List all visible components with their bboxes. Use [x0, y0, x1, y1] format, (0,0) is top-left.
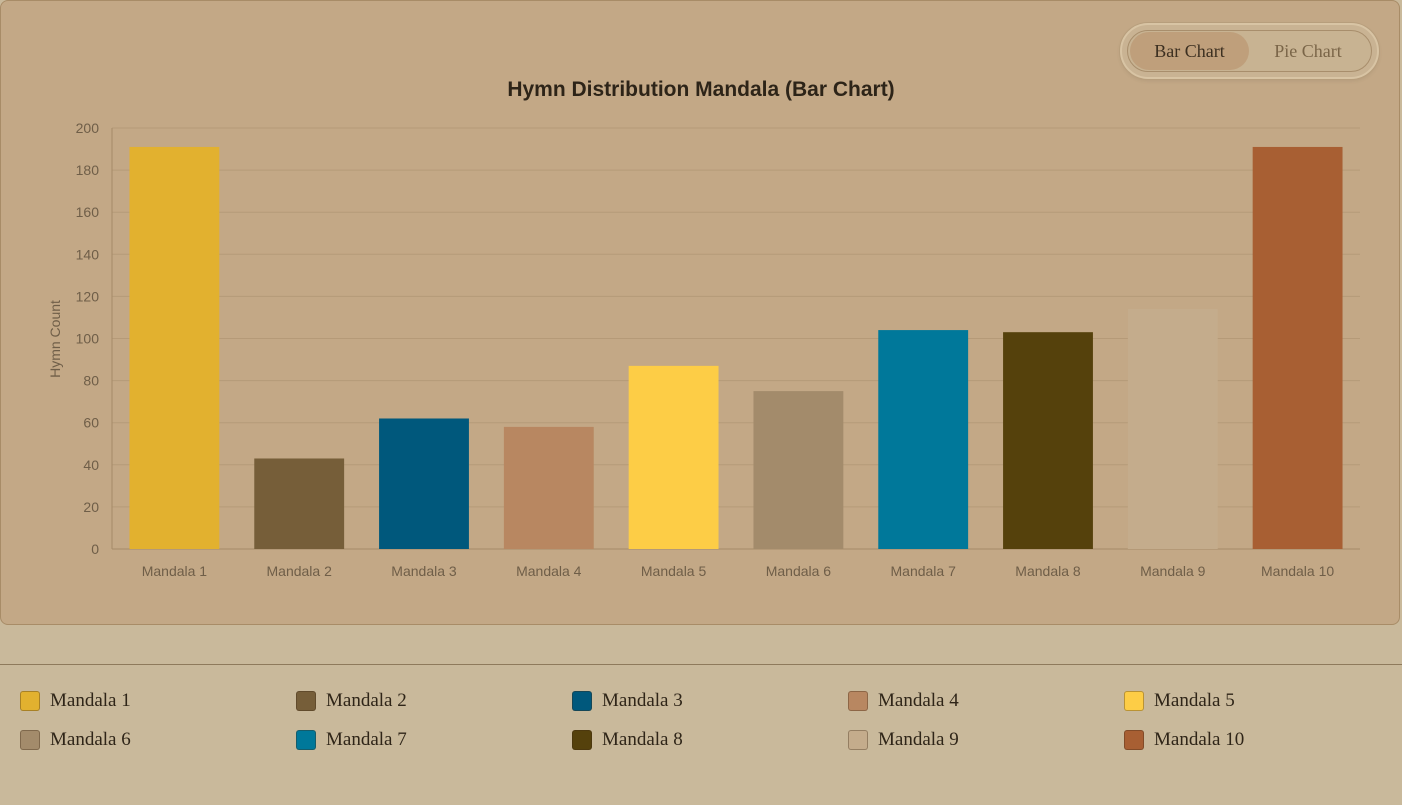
- y-tick-label: 120: [76, 288, 100, 304]
- bar-mandala-6[interactable]: [753, 391, 844, 549]
- legend-item[interactable]: Mandala 6: [20, 729, 131, 751]
- legend-divider: [0, 664, 1402, 665]
- legend-swatch: [1124, 730, 1144, 750]
- x-tick-label: Mandala 8: [1015, 563, 1081, 579]
- x-tick-label: Mandala 7: [891, 563, 957, 579]
- legend-label: Mandala 2: [326, 690, 407, 711]
- legend-item[interactable]: Mandala 1: [20, 690, 131, 712]
- x-tick-label: Mandala 3: [391, 563, 457, 579]
- legend-item[interactable]: Mandala 4: [848, 690, 959, 712]
- y-tick-label: 140: [76, 246, 100, 262]
- legend-label: Mandala 1: [50, 690, 131, 711]
- legend-label: Mandala 5: [1154, 690, 1235, 711]
- legend-label: Mandala 8: [602, 729, 683, 750]
- y-tick-label: 60: [83, 415, 99, 431]
- y-tick-label: 80: [83, 373, 99, 389]
- chart-card: Bar Chart Pie Chart Hymn Distribution Ma…: [0, 0, 1400, 625]
- legend-label: Mandala 10: [1154, 729, 1245, 750]
- x-tick-label: Mandala 4: [516, 563, 582, 579]
- legend-swatch: [848, 730, 868, 750]
- x-tick-label: Mandala 5: [641, 563, 707, 579]
- x-tick-label: Mandala 9: [1140, 563, 1206, 579]
- y-tick-label: 40: [83, 457, 99, 473]
- legend-swatch: [20, 691, 40, 711]
- y-tick-label: 180: [76, 162, 100, 178]
- y-axis-label: Hymn Count: [47, 300, 63, 378]
- y-tick-label: 160: [76, 204, 100, 220]
- legend-swatch: [1124, 691, 1144, 711]
- legend-item[interactable]: Mandala 10: [1124, 729, 1244, 751]
- bar-mandala-10[interactable]: [1252, 146, 1343, 549]
- bar-mandala-8[interactable]: [1003, 332, 1093, 549]
- x-tick-label: Mandala 6: [766, 563, 832, 579]
- legend-label: Mandala 3: [602, 690, 683, 711]
- bar-mandala-2[interactable]: [254, 458, 345, 549]
- legend-swatch: [296, 691, 316, 711]
- bar-chart: Hymn Distribution Mandala (Bar Chart) Hy…: [47, 78, 1360, 579]
- legend-swatch: [296, 730, 316, 750]
- bar-mandala-9[interactable]: [1127, 309, 1218, 549]
- legend-swatch: [20, 730, 40, 750]
- toggle-track: Bar Chart Pie Chart: [1127, 30, 1372, 72]
- legend-swatch: [572, 691, 592, 711]
- legend-label: Mandala 6: [50, 729, 131, 750]
- bar-mandala-3[interactable]: [379, 418, 469, 549]
- legend-item[interactable]: Mandala 5: [1124, 690, 1235, 712]
- legend-swatch: [848, 691, 868, 711]
- bar-mandala-4[interactable]: [503, 426, 594, 549]
- y-tick-label: 20: [83, 499, 99, 515]
- legend-label: Mandala 7: [326, 729, 407, 750]
- legend-item[interactable]: Mandala 7: [296, 729, 407, 751]
- x-tick-label: Mandala 10: [1261, 563, 1334, 579]
- legend-item[interactable]: Mandala 8: [572, 729, 683, 751]
- bar-mandala-1[interactable]: [129, 146, 220, 549]
- legend-item[interactable]: Mandala 3: [572, 690, 683, 712]
- y-tick-label: 0: [91, 541, 99, 557]
- pie-chart-button[interactable]: Pie Chart: [1274, 40, 1342, 61]
- bar-chart-button[interactable]: Bar Chart: [1130, 32, 1249, 70]
- x-tick-label: Mandala 2: [267, 563, 333, 579]
- chart-title: Hymn Distribution Mandala (Bar Chart): [507, 78, 894, 101]
- legend-swatch: [572, 730, 592, 750]
- bar-mandala-7[interactable]: [878, 330, 969, 549]
- legend-item[interactable]: Mandala 9: [848, 729, 959, 751]
- legend-label: Mandala 9: [878, 729, 959, 750]
- bar-mandala-5[interactable]: [628, 365, 719, 549]
- x-tick-label: Mandala 1: [142, 563, 208, 579]
- chart-type-toggle: Bar Chart Pie Chart: [1120, 23, 1379, 79]
- y-tick-label: 100: [76, 331, 100, 347]
- legend-label: Mandala 4: [878, 690, 959, 711]
- legend-item[interactable]: Mandala 2: [296, 690, 407, 712]
- y-tick-label: 200: [76, 120, 100, 136]
